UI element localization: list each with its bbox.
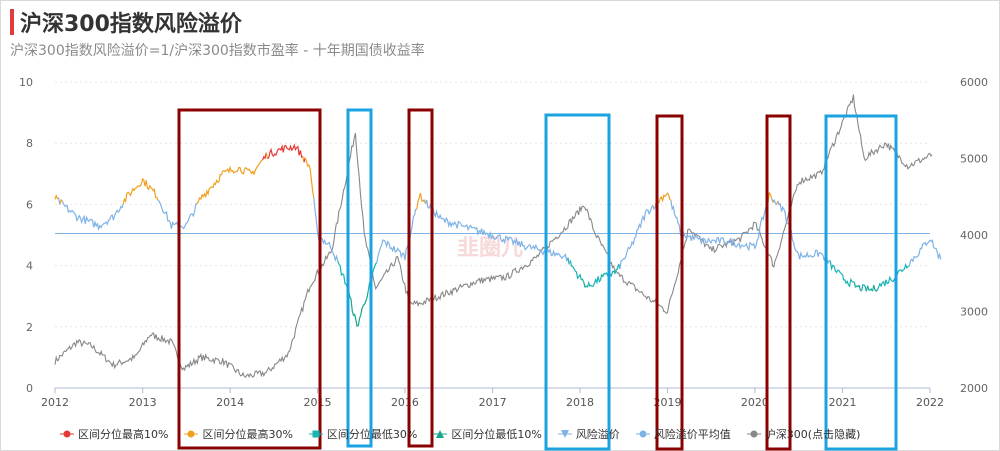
y-left-tick-label: 4 bbox=[26, 260, 33, 273]
x-tick-label: 2014 bbox=[216, 396, 244, 409]
watermark: 韭圈儿 bbox=[457, 236, 523, 261]
legend-label: 沪深300(点击隐藏) bbox=[764, 428, 861, 441]
x-tick-label: 2019 bbox=[653, 396, 681, 409]
page-subtitle: 沪深300指数风险溢价=1/沪深300指数市盈率 - 十年期国债收益率 bbox=[10, 43, 425, 59]
premium-line-segment bbox=[777, 200, 828, 261]
y-right-tick-label: 4000 bbox=[960, 229, 988, 242]
highlight-box bbox=[177, 108, 322, 450]
premium-line-segment bbox=[586, 263, 621, 288]
y-right-tick-label: 6000 bbox=[960, 76, 988, 89]
premium-line-segment bbox=[196, 159, 263, 205]
legend-item-low10[interactable]: 区间分位最低10% bbox=[433, 426, 542, 442]
y-left-tick-label: 2 bbox=[26, 321, 33, 334]
highlight-box bbox=[407, 108, 434, 448]
legend-item-top30[interactable]: 区间分位最高30% bbox=[184, 426, 293, 442]
x-tick-label: 2022 bbox=[916, 396, 944, 409]
premium-line-segment bbox=[122, 177, 159, 205]
y-right-tick-label: 3000 bbox=[960, 306, 988, 319]
premium-line-segment bbox=[658, 192, 672, 204]
legend-item-low30[interactable]: 区间分位最低30% bbox=[308, 426, 418, 442]
premium-line-segment bbox=[867, 285, 874, 292]
premium-line-segment bbox=[337, 260, 347, 285]
premium-line-segment bbox=[855, 284, 860, 288]
highlight-box bbox=[544, 113, 611, 451]
legend-item-mean[interactable]: 风险溢价平均值 bbox=[635, 426, 731, 442]
y-left-tick-label: 6 bbox=[26, 198, 33, 211]
premium-line-segment bbox=[267, 143, 304, 160]
highlight-box bbox=[824, 114, 898, 451]
legend-label: 风险溢价 bbox=[575, 428, 620, 441]
x-tick-label: 2018 bbox=[566, 396, 594, 409]
premium-line-segment bbox=[861, 284, 866, 292]
legend-label: 风险溢价平均值 bbox=[653, 428, 731, 441]
legend-item-top10[interactable]: 区间分位最高10% bbox=[60, 426, 168, 442]
x-tick-label: 2020 bbox=[741, 396, 769, 409]
legend-item-premium[interactable]: 风险溢价 bbox=[557, 426, 620, 442]
highlight-box bbox=[346, 108, 373, 448]
premium-line-segment bbox=[767, 191, 773, 202]
premium-line-segment bbox=[313, 197, 339, 262]
premium-line-segment bbox=[262, 152, 267, 161]
x-tick-label: 2021 bbox=[829, 396, 857, 409]
premium-line-segment bbox=[345, 284, 369, 327]
x-tick-label: 2013 bbox=[129, 396, 157, 409]
legend: 区间分位最高10% 区间分位最高30% 区间分位最低30% 区间分位最低10% … bbox=[60, 426, 876, 442]
y-right-tick-label: 5000 bbox=[960, 153, 988, 166]
premium-line-segment bbox=[829, 260, 855, 288]
x-tick-label: 2015 bbox=[304, 396, 332, 409]
y-left-tick-label: 10 bbox=[19, 76, 33, 89]
x-tick-label: 2012 bbox=[41, 396, 69, 409]
premium-line-segment bbox=[376, 208, 418, 263]
premium-line-segment bbox=[61, 200, 124, 232]
page-title: 沪深300指数风险溢价 bbox=[20, 12, 242, 37]
premium-line-segment bbox=[670, 200, 769, 252]
highlight-box bbox=[765, 114, 792, 451]
premium-line-segment bbox=[873, 284, 878, 292]
premium-line-segment bbox=[416, 192, 425, 210]
y-right-tick-label: 2000 bbox=[960, 382, 988, 395]
y-left-tick-label: 0 bbox=[26, 382, 33, 395]
hs300-line bbox=[54, 94, 933, 379]
title-accent-bar bbox=[10, 9, 14, 35]
legend-label: 区间分位最低10% bbox=[451, 428, 542, 441]
premium-line-segment bbox=[59, 198, 63, 205]
legend-label: 区间分位最高10% bbox=[78, 428, 169, 441]
premium-line-segment bbox=[908, 239, 942, 267]
x-tick-label: 2016 bbox=[391, 396, 419, 409]
y-left-tick-label: 8 bbox=[26, 137, 33, 150]
premium-line-segment bbox=[853, 282, 857, 288]
legend-label: 区间分位最低30% bbox=[326, 428, 418, 441]
premium-line-segment bbox=[569, 260, 585, 283]
legend-item-hs300[interactable]: 沪深300(点击隐藏) bbox=[746, 426, 861, 442]
premium-line-segment bbox=[583, 282, 586, 288]
legend-label: 区间分位最高30% bbox=[202, 428, 293, 441]
premium-line-segment bbox=[876, 262, 910, 291]
x-tick-label: 2017 bbox=[479, 396, 507, 409]
premium-line-segment bbox=[54, 193, 59, 200]
premium-line-segment bbox=[304, 157, 315, 198]
premium-line-segment bbox=[265, 152, 269, 159]
highlight-box bbox=[655, 114, 684, 451]
premium-line-segment bbox=[827, 259, 831, 264]
premium-line-segment bbox=[619, 204, 656, 269]
